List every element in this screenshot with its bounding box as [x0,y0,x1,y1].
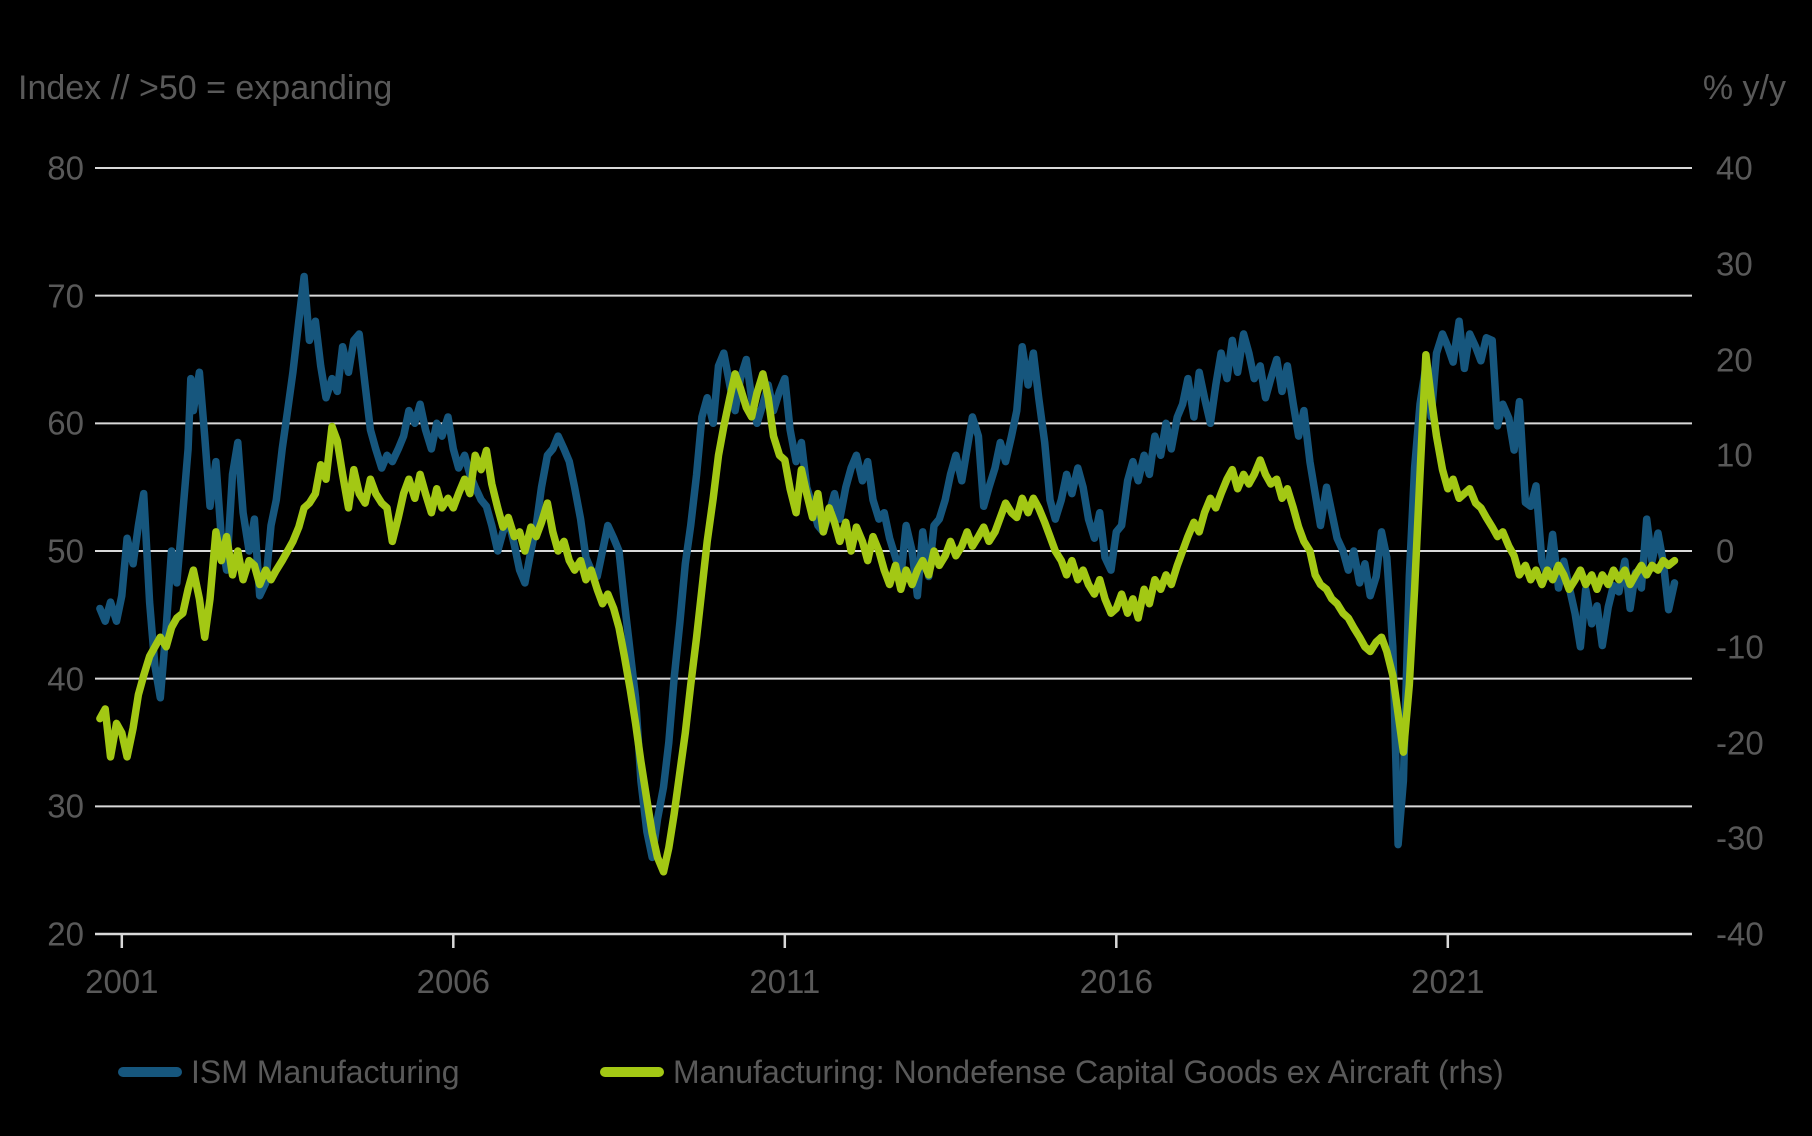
legend-swatch-ism-line [118,1067,182,1077]
y-axis-left-tick-80: 80 [47,149,84,187]
y-axis-right-tick--30: -30 [1716,819,1764,857]
y-axis-left-tick-30: 30 [47,787,84,825]
legend-label-ism: ISM Manufacturing [191,1054,460,1090]
y-axis-left-tick-50: 50 [47,532,84,570]
x-axis-tick-label-2016: 2016 [1079,963,1154,1000]
legend: ISM Manufacturing Manufacturing: Nondefe… [0,1050,1812,1094]
legend-swatch-capex-line [600,1067,664,1077]
x-axis-tick-label-2006: 2006 [416,963,491,1000]
left-axis-title: Index // >50 = expanding [18,69,393,107]
y-axis-right-tick--20: -20 [1716,724,1764,761]
y-axis-right-tick-0: 0 [1716,532,1735,570]
y-axis-right-tick-20: 20 [1716,341,1753,378]
legend-item-capex: Manufacturing: Nondefense Capital Goods … [600,1050,1504,1094]
x-axis-tick-label-2011: 2011 [749,963,821,1000]
legend-label-capex: Manufacturing: Nondefense Capital Goods … [673,1054,1504,1090]
ism-manufacturing-line [96,272,1679,862]
x-axis-tick-label-2021: 2021 [1411,963,1485,1000]
y-axis-left-tick-60: 60 [47,404,84,442]
y-axis-right-tick-10: 10 [1716,436,1753,474]
y-axis-left-tick-40: 40 [47,660,84,698]
y-axis-right-tick--40: -40 [1716,915,1764,953]
x-axis-tick-label-2001: 2001 [85,963,159,1000]
capex-orders-line [96,350,1679,876]
y-axis-left-tick-70: 70 [47,277,84,315]
y-axis-right-tick-40: 40 [1716,149,1753,187]
legend-item-ism: ISM Manufacturing [118,1050,460,1094]
y-axis-right-tick--10: -10 [1716,628,1764,666]
y-axis-right-tick-30: 30 [1716,245,1753,283]
y-axis-left-tick-20: 20 [47,915,84,953]
right-axis-title: % y/y [1702,69,1786,107]
